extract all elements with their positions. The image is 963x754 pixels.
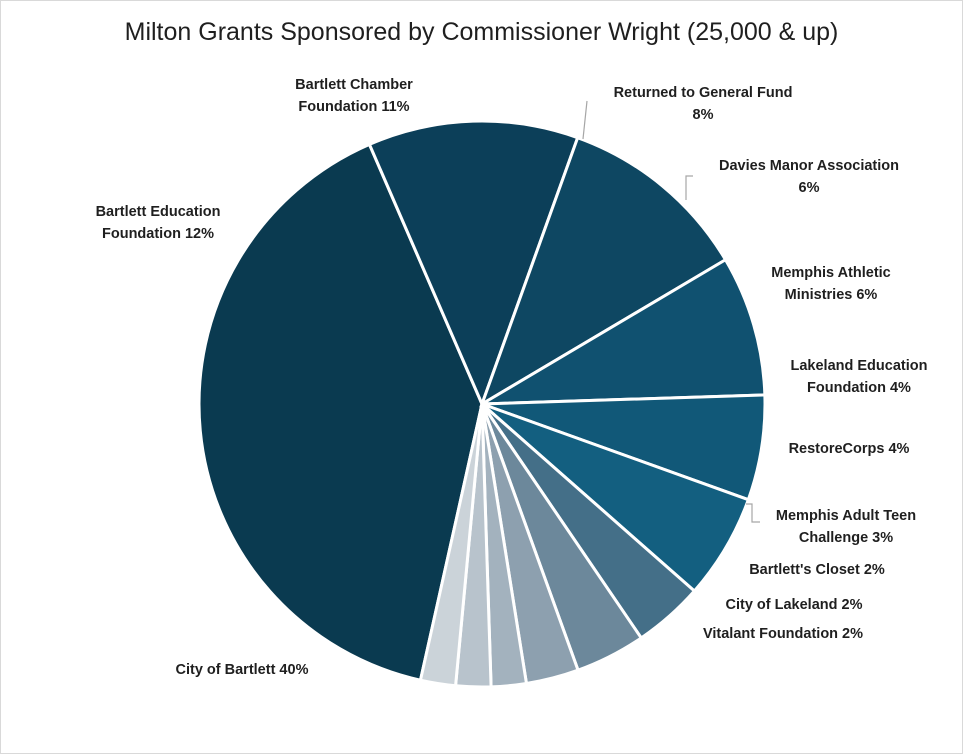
pie-slice-bartlett-chamber-foundation: [479, 135, 728, 408]
slice-label-returned-to-general-fund: Returned to General Fund 8%: [614, 85, 793, 123]
pie-slice-bartlett-education-foundation: [367, 119, 580, 409]
slice-label-restorecorps: RestoreCorps 4%: [789, 441, 910, 457]
pie-slice-city-of-bartlett: [197, 142, 484, 683]
slices-layer: [197, 119, 767, 689]
slice-label-bartlett-chamber-foundation: Bartlett Chamber Foundation 11%: [295, 77, 413, 115]
slice-label-bartlett-s-closet: Bartlett's Closet 2%: [749, 562, 885, 578]
slice-label-lakeland-education-foundation: Lakeland Education Foundation 4%: [791, 358, 928, 396]
slice-label-memphis-adult-teen-challenge: Memphis Adult Teen Challenge 3%: [776, 508, 916, 546]
slice-label-city-of-lakeland: City of Lakeland 2%: [726, 597, 863, 613]
leader-line-davies-manor-association: [685, 175, 693, 200]
leader-line-memphis-adult-teen-challenge: [746, 503, 760, 523]
pie-slice-vitalant-foundation: [418, 403, 484, 688]
chart-title: Milton Grants Sponsored by Commissioner …: [124, 18, 839, 46]
slice-label-city-of-bartlett: City of Bartlett 40%: [176, 662, 309, 678]
slice-label-bartlett-education-foundation: Bartlett Education Foundation 12%: [96, 204, 221, 242]
labels-layer: City of Bartlett 40% Bartlett Education Fo…: [96, 77, 928, 678]
slice-label-vitalant-foundation: Vitalant Foundation 2%: [703, 626, 863, 642]
pie-slice-returned-to-general-fund: [481, 257, 767, 406]
slice-label-davies-manor-association: Davies Manor Association 6%: [719, 158, 899, 196]
leaders-layer: [582, 100, 760, 523]
slice-label-memphis-athletic-ministries: Memphis Athletic Ministries 6%: [771, 265, 891, 303]
leader-line-returned-to-general-fund: [582, 100, 588, 140]
